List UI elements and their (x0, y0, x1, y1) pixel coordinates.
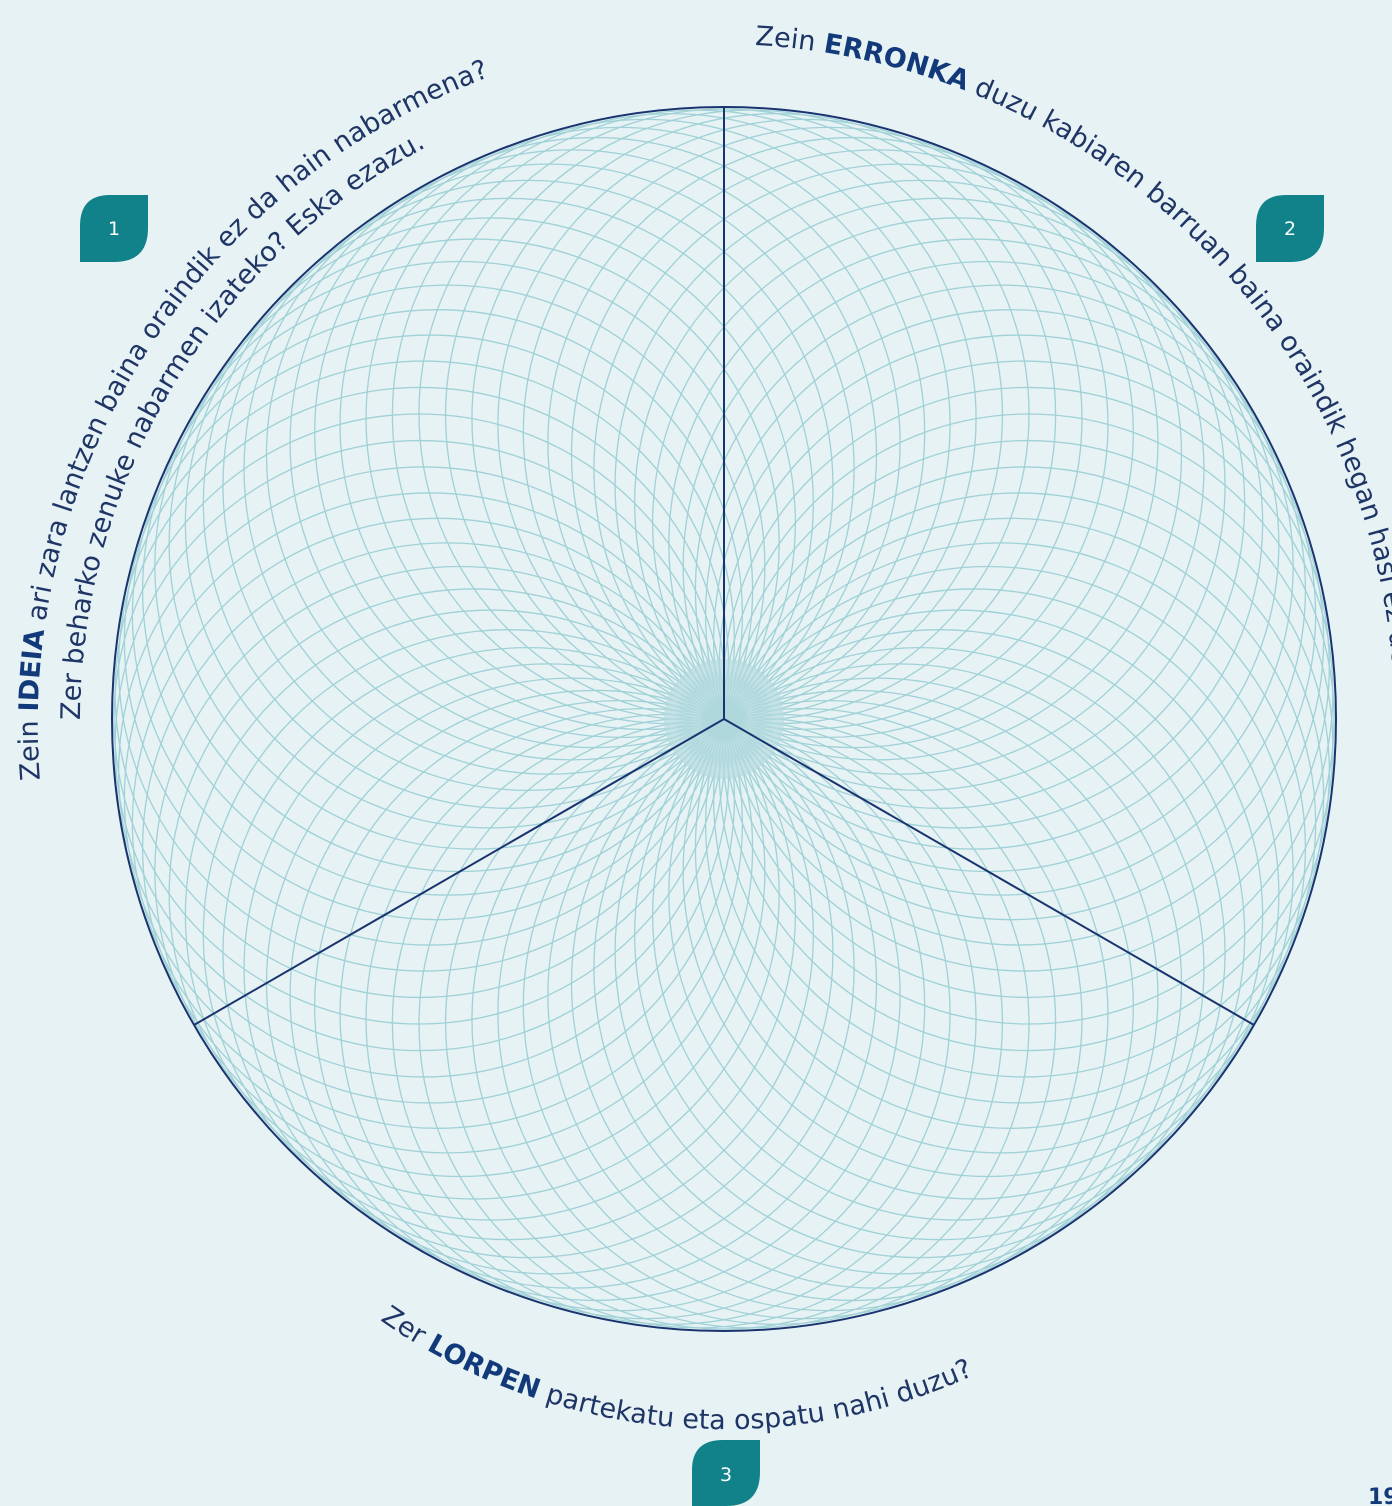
pattern-ring (668, 238, 1280, 850)
pattern-ring (570, 149, 1183, 761)
leaf-badge-icon (1256, 195, 1324, 262)
leaf-badge-icon (80, 195, 148, 262)
section-1-keyword: IDEIA (14, 627, 51, 712)
section-2-number: 2 (1284, 218, 1296, 240)
pattern-ring (614, 179, 1226, 792)
section-3-q-post: partekatu eta ospatu nahi duzu? (534, 1353, 977, 1436)
pattern-ring (694, 284, 1307, 896)
section-3-badge: 3 (692, 1440, 760, 1506)
section-3-question: Zer LORPEN partekatu eta ospatu nahi duz… (376, 1300, 977, 1436)
leaf-badge-icon (692, 1440, 760, 1506)
pattern-ring (497, 118, 1109, 731)
page-number: 19 (1368, 1485, 1392, 1506)
section-1-number: 1 (108, 218, 120, 240)
section-3-keyword: LORPEN (423, 1328, 545, 1405)
section-2-badge: 2 (1256, 195, 1324, 262)
section-1-badge: 1 (80, 195, 148, 262)
section-3-number: 3 (720, 1464, 732, 1486)
pattern-ring (547, 136, 1159, 749)
section-1-q1-pre: Zein (14, 711, 47, 781)
pattern-ring (593, 163, 1205, 775)
pattern-ring (651, 217, 1264, 829)
section-2-q-pre: Zein (754, 21, 826, 59)
divider-line-left (193, 718, 725, 1026)
pattern-ring (712, 334, 1325, 946)
pattern-ring (634, 197, 1246, 809)
section-2-keyword: ERRONKA (822, 28, 974, 97)
divider-line-right (723, 718, 1255, 1026)
pattern-ring (522, 126, 1134, 739)
pattern-ring (704, 309, 1317, 921)
